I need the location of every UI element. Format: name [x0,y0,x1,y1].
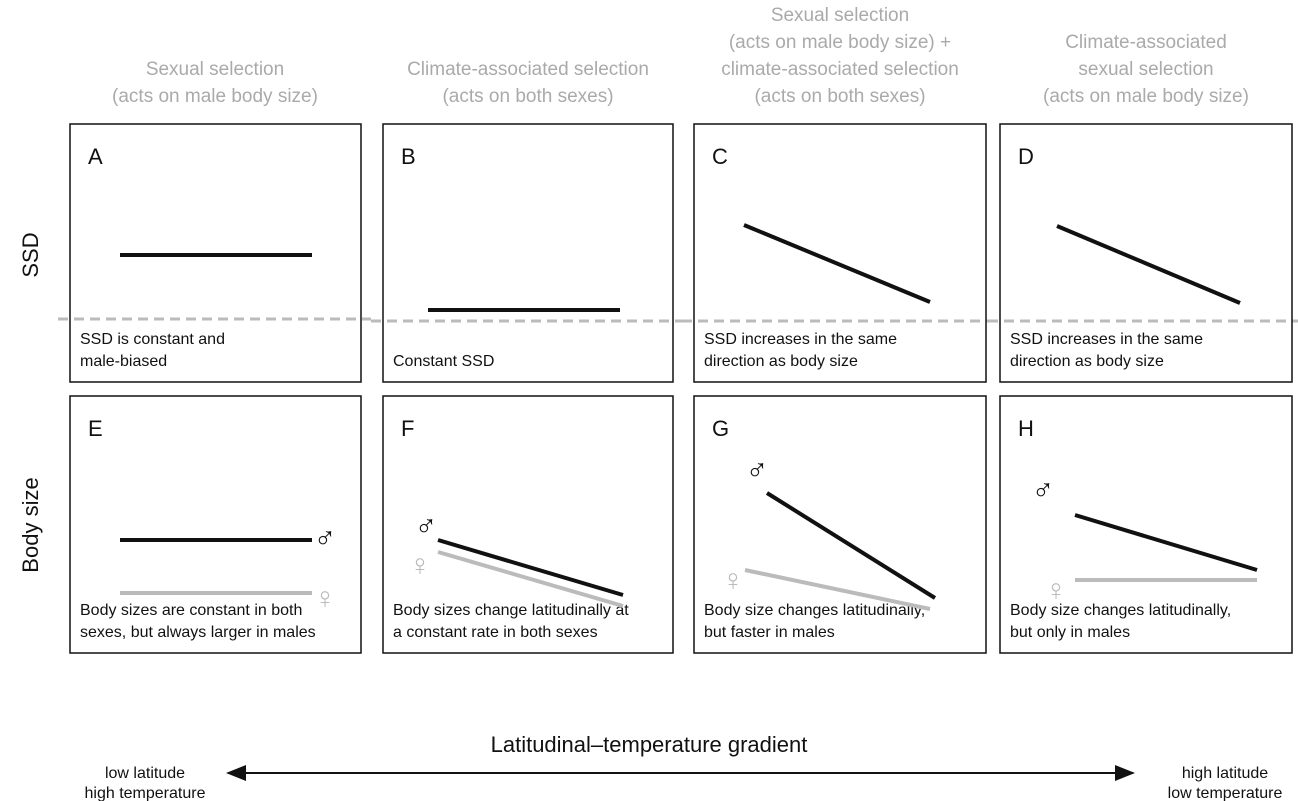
row-label: SSD [18,232,43,277]
panel [382,123,674,383]
male-trend [1056,224,1241,305]
column-header: climate-associated selection [721,59,959,80]
panel-letter: C [712,144,728,169]
axis-right-label: low temperature [1168,785,1283,801]
panel-letter: D [1018,144,1034,169]
panel-letter: B [401,144,416,169]
panel [69,123,362,383]
panel-caption: direction as body size [704,353,858,370]
male-symbol: ♂ [415,510,438,543]
panel [69,395,362,654]
panel-letter: E [88,416,103,441]
axis-left-label: low latitude [105,765,185,782]
female-symbol: ♀ [1045,574,1068,607]
panel [999,123,1293,383]
column-header: (acts on both sexes) [754,86,925,107]
panel-letter: H [1018,416,1034,441]
panel-caption: male-biased [80,353,167,370]
row-label: Body size [18,477,43,572]
panel [693,123,987,383]
male-trend [743,223,931,304]
panel-letter: G [712,416,729,441]
column-header: Climate-associated [1065,32,1227,53]
male-trend [765,491,937,600]
panel-caption: direction as body size [1010,353,1164,370]
male-symbol: ♂ [1032,474,1055,507]
panel-caption: SSD increases in the same [704,331,897,348]
panel-caption: a constant rate in both sexes [393,624,598,641]
panel-caption: SSD increases in the same [1010,331,1203,348]
column-header: (acts on male body size) [112,86,318,107]
panel-caption: but only in males [1010,624,1130,641]
axis-left-label: high temperature [85,785,206,801]
panel-letter: F [401,416,414,441]
panel [693,395,987,654]
column-header: (acts on male body size) + [729,32,951,53]
panel [382,395,674,654]
female-symbol: ♀ [722,564,745,597]
female-symbol: ♀ [314,582,337,615]
panel-caption: Body size changes latitudinally, [1010,602,1231,619]
column-header: Sexual selection [146,59,284,80]
panel [999,395,1293,654]
panel-caption: but faster in males [704,624,835,641]
male-symbol: ♂ [314,522,337,555]
male-trend [1074,513,1258,572]
column-header: Climate-associated selection [407,59,649,80]
panel-caption: sexes, but always larger in males [80,624,316,641]
male-symbol: ♂ [746,454,769,487]
panel-caption: SSD is constant and [80,331,225,348]
female-trend [744,568,931,611]
panel-caption: Body size changes latitudinally, [704,602,925,619]
axis-title: Latitudinal–temperature gradient [491,732,808,757]
panel-caption: Body sizes change latitudinally at [393,602,629,619]
male-trend [437,538,624,597]
panel-caption: Body sizes are constant in both [80,602,302,619]
axis-right-label: high latitude [1182,765,1268,782]
column-header: Sexual selection [771,5,909,26]
column-header: sexual selection [1078,59,1213,80]
female-trend [437,550,624,608]
panel-caption: Constant SSD [393,353,494,370]
column-header: (acts on male body size) [1043,86,1249,107]
column-header: (acts on both sexes) [442,86,613,107]
female-symbol: ♀ [409,549,432,582]
panel-letter: A [88,144,103,169]
